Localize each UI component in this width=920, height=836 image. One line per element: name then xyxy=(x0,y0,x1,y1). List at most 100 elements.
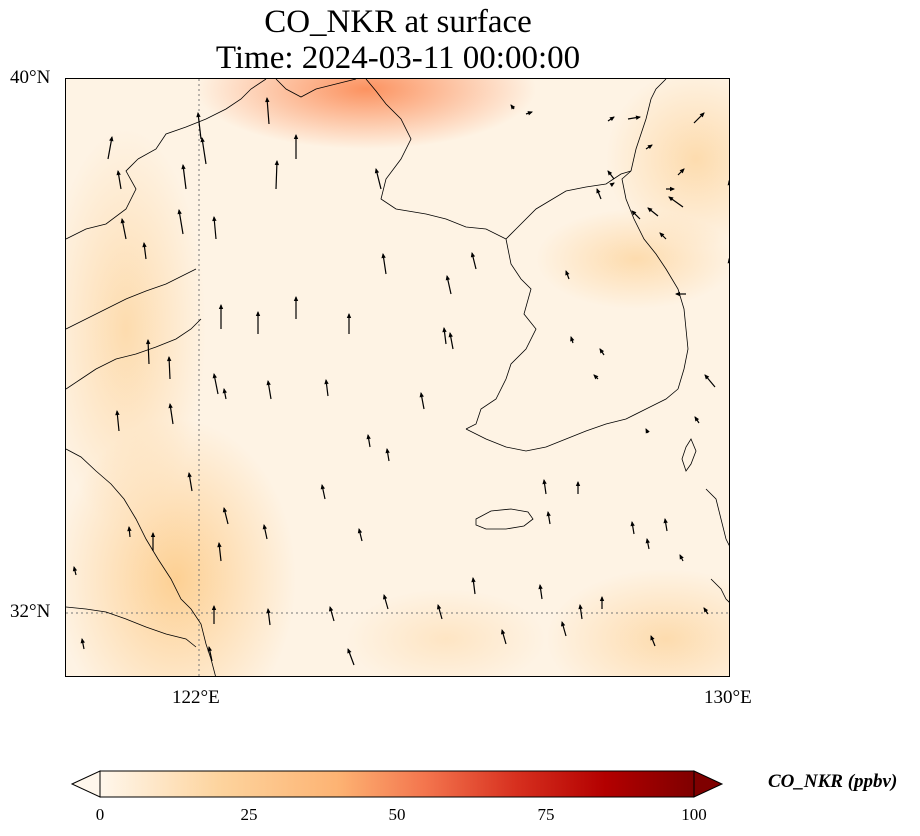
wind-vector-head xyxy=(346,313,352,318)
wind-vector-head xyxy=(212,373,217,379)
colorbar-tick-25: 25 xyxy=(240,805,258,824)
wind-vector-head xyxy=(470,252,476,258)
wind-vector-head xyxy=(293,134,299,139)
wind-vector-head xyxy=(575,481,581,486)
wind-vector-head xyxy=(211,605,217,610)
wind-vector-head xyxy=(142,242,147,248)
wind-vector-head xyxy=(663,518,668,524)
wind-vector-head xyxy=(727,258,729,264)
coast-shandong-south xyxy=(66,318,202,390)
wind-vector-head xyxy=(599,596,605,601)
wind-vector-head xyxy=(471,577,476,583)
wind-vector-head xyxy=(546,511,551,517)
wind-vector xyxy=(197,112,202,140)
wind-vector-head xyxy=(645,428,650,434)
colorbar-extend-min xyxy=(70,770,101,798)
wind-vector-head xyxy=(703,607,709,613)
wind-vector-head xyxy=(570,336,575,342)
wind-vector-head xyxy=(265,97,270,103)
wind-vector-head xyxy=(668,196,674,202)
wind-vector-head xyxy=(635,115,641,120)
colorbar-label: CO_NKR (ppbv) xyxy=(768,771,898,792)
wind-vector-head xyxy=(116,170,121,176)
colorbar-extend-max xyxy=(693,770,724,798)
wind-vector-head xyxy=(500,629,506,635)
wind-vector-head xyxy=(150,532,156,537)
coast-korea-east xyxy=(621,170,689,390)
wind-vector-head xyxy=(72,566,78,572)
wind-vector-head xyxy=(385,448,390,454)
wind-vector-head xyxy=(679,554,684,560)
wind-vector-head xyxy=(109,136,114,142)
lon-label-130e: 130°E xyxy=(704,687,752,708)
coast-liaodong-west xyxy=(137,79,267,160)
coast-kyushu xyxy=(705,488,729,546)
wind-vector-head xyxy=(419,392,424,398)
coast-korea-west xyxy=(465,238,537,430)
wind-vector-head xyxy=(347,648,352,654)
wind-vector-head xyxy=(222,507,228,513)
coast-north-korea xyxy=(505,170,632,240)
wind-vector-head xyxy=(187,472,192,478)
wind-vector xyxy=(182,164,187,190)
wind-vector-head xyxy=(647,144,653,150)
wind-vector-head xyxy=(115,410,120,416)
concentration-plume-east xyxy=(606,79,729,249)
coast-shandong-north xyxy=(66,268,197,330)
coast-liaodong-east xyxy=(365,79,507,240)
wind-vector-head xyxy=(727,180,729,186)
wind-vector-head xyxy=(274,160,280,166)
coast-bohai-west xyxy=(66,158,139,240)
wind-vectors xyxy=(72,97,729,666)
wind-vector-head xyxy=(80,638,85,644)
wind-vector-head xyxy=(207,646,212,652)
wind-vector-head xyxy=(436,604,442,610)
wind-vector xyxy=(275,160,278,190)
map-panel xyxy=(65,78,730,677)
wind-vector-head xyxy=(181,164,186,170)
wind-vector-head xyxy=(694,416,700,422)
wind-vector-head xyxy=(217,542,222,548)
coast-china-east xyxy=(66,448,216,676)
map-title-line2: Time: 2024-03-11 00:00:00 xyxy=(215,40,581,76)
wind-vector-head xyxy=(607,170,613,176)
wind-vector-head xyxy=(222,388,227,394)
wind-vector-head xyxy=(704,374,710,380)
colorbar-tick-0: 0 xyxy=(95,805,105,824)
lat-label-40n: 40°N xyxy=(10,67,51,88)
wind-vector-head xyxy=(542,479,547,485)
wind-vector-head xyxy=(596,188,601,194)
map-svg xyxy=(66,79,729,676)
wind-vector-head xyxy=(699,112,705,118)
wind-vector-head xyxy=(266,608,271,614)
wind-vector-head xyxy=(448,332,453,338)
wind-vector xyxy=(266,97,270,125)
wind-vector xyxy=(728,181,729,185)
colorbar-tick-75: 75 xyxy=(537,805,555,824)
colorbar xyxy=(70,770,724,798)
wind-vector-head xyxy=(212,216,217,222)
coast-korea-south xyxy=(465,388,679,452)
wind-vector-head xyxy=(442,327,447,333)
coast-yangtze xyxy=(66,606,197,648)
wind-vector-head xyxy=(357,528,363,534)
colorbar-tick-50: 50 xyxy=(388,805,406,824)
lat-label-32n: 32°N xyxy=(10,601,51,622)
wind-vector-head xyxy=(650,635,655,641)
coastlines xyxy=(66,79,729,676)
wind-vector-head xyxy=(320,484,325,490)
wind-vector-head xyxy=(670,186,675,192)
concentration-plume-south xyxy=(346,589,546,676)
wind-vector-head xyxy=(675,291,680,297)
wind-vector-head xyxy=(168,403,173,409)
wind-vector-head xyxy=(166,356,172,362)
wind-vector-head xyxy=(328,606,334,612)
coast-korea-northeast xyxy=(630,79,667,172)
tsushima-island xyxy=(681,438,697,472)
wind-vector-head xyxy=(293,296,299,301)
wind-vector-head xyxy=(593,374,599,380)
colorbar-gradient xyxy=(99,770,695,798)
wind-vector-head xyxy=(560,621,566,627)
wind-vector-head xyxy=(218,304,224,309)
wind-vector-head xyxy=(599,348,605,354)
